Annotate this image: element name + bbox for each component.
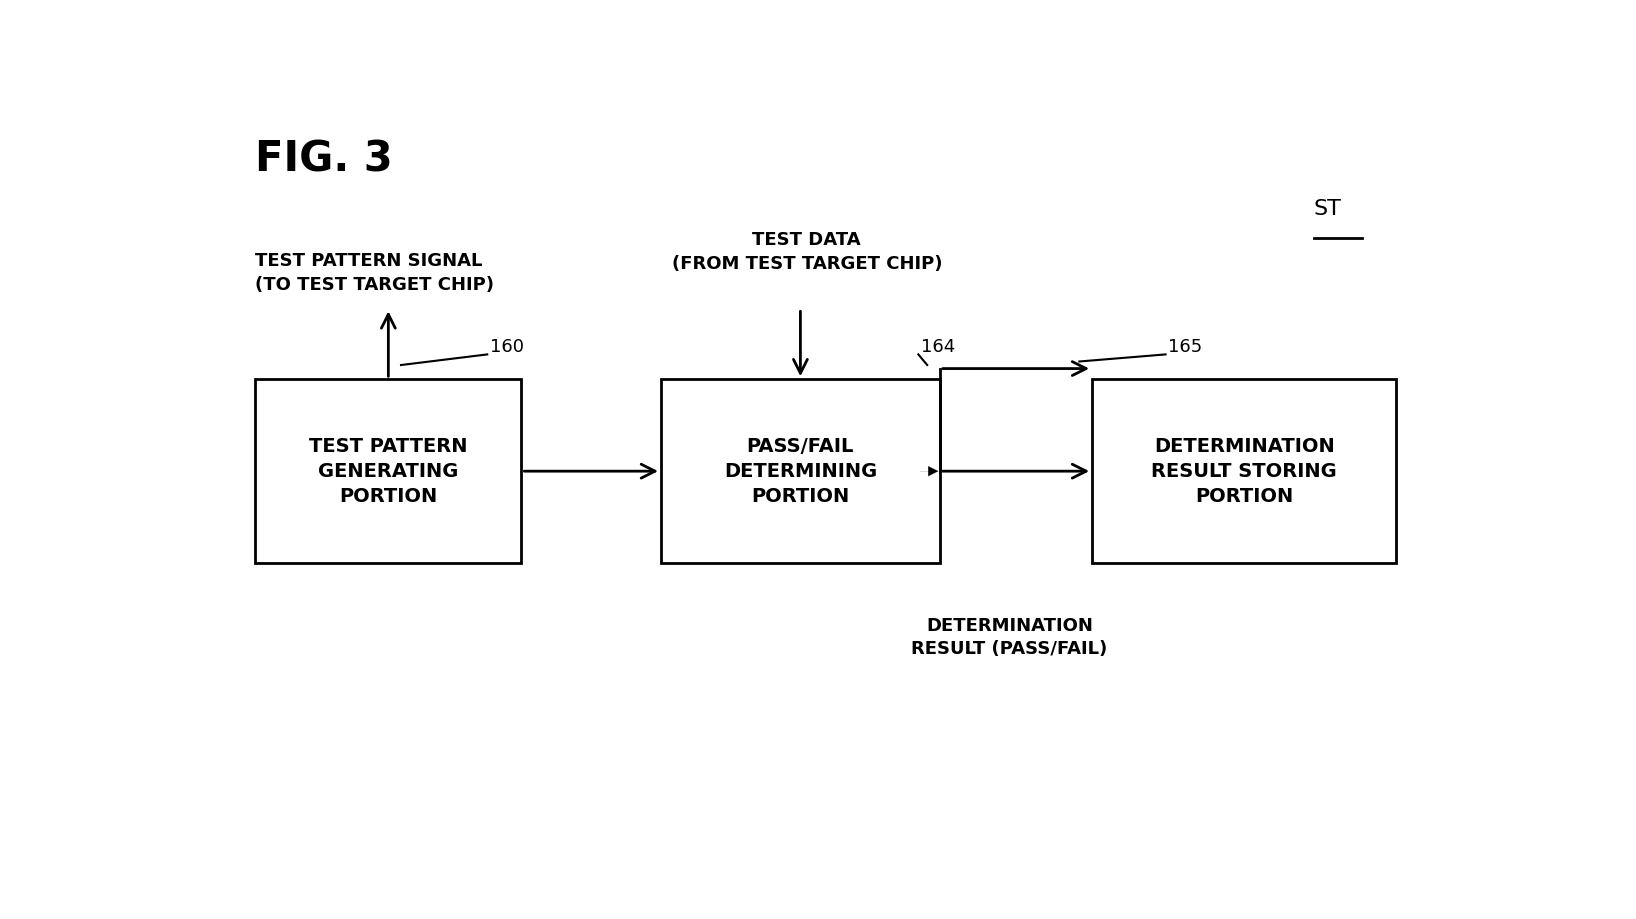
Text: TEST PATTERN
GENERATING
PORTION: TEST PATTERN GENERATING PORTION <box>309 437 468 505</box>
Text: PASS/FAIL
DETERMINING
PORTION: PASS/FAIL DETERMINING PORTION <box>723 437 877 505</box>
Text: 160: 160 <box>489 338 524 357</box>
Text: 165: 165 <box>1168 338 1202 357</box>
Text: ST: ST <box>1314 199 1342 219</box>
Text: FIG. 3: FIG. 3 <box>255 139 393 181</box>
Text: TEST PATTERN SIGNAL
(TO TEST TARGET CHIP): TEST PATTERN SIGNAL (TO TEST TARGET CHIP… <box>255 252 494 294</box>
Text: TEST DATA
(FROM TEST TARGET CHIP): TEST DATA (FROM TEST TARGET CHIP) <box>671 231 942 273</box>
Bar <box>1093 380 1397 563</box>
Text: DETERMINATION
RESULT STORING
PORTION: DETERMINATION RESULT STORING PORTION <box>1152 437 1337 505</box>
Bar <box>661 380 939 563</box>
Text: 164: 164 <box>921 338 955 357</box>
Text: DETERMINATION
RESULT (PASS/FAIL): DETERMINATION RESULT (PASS/FAIL) <box>911 617 1108 658</box>
Bar <box>255 380 522 563</box>
